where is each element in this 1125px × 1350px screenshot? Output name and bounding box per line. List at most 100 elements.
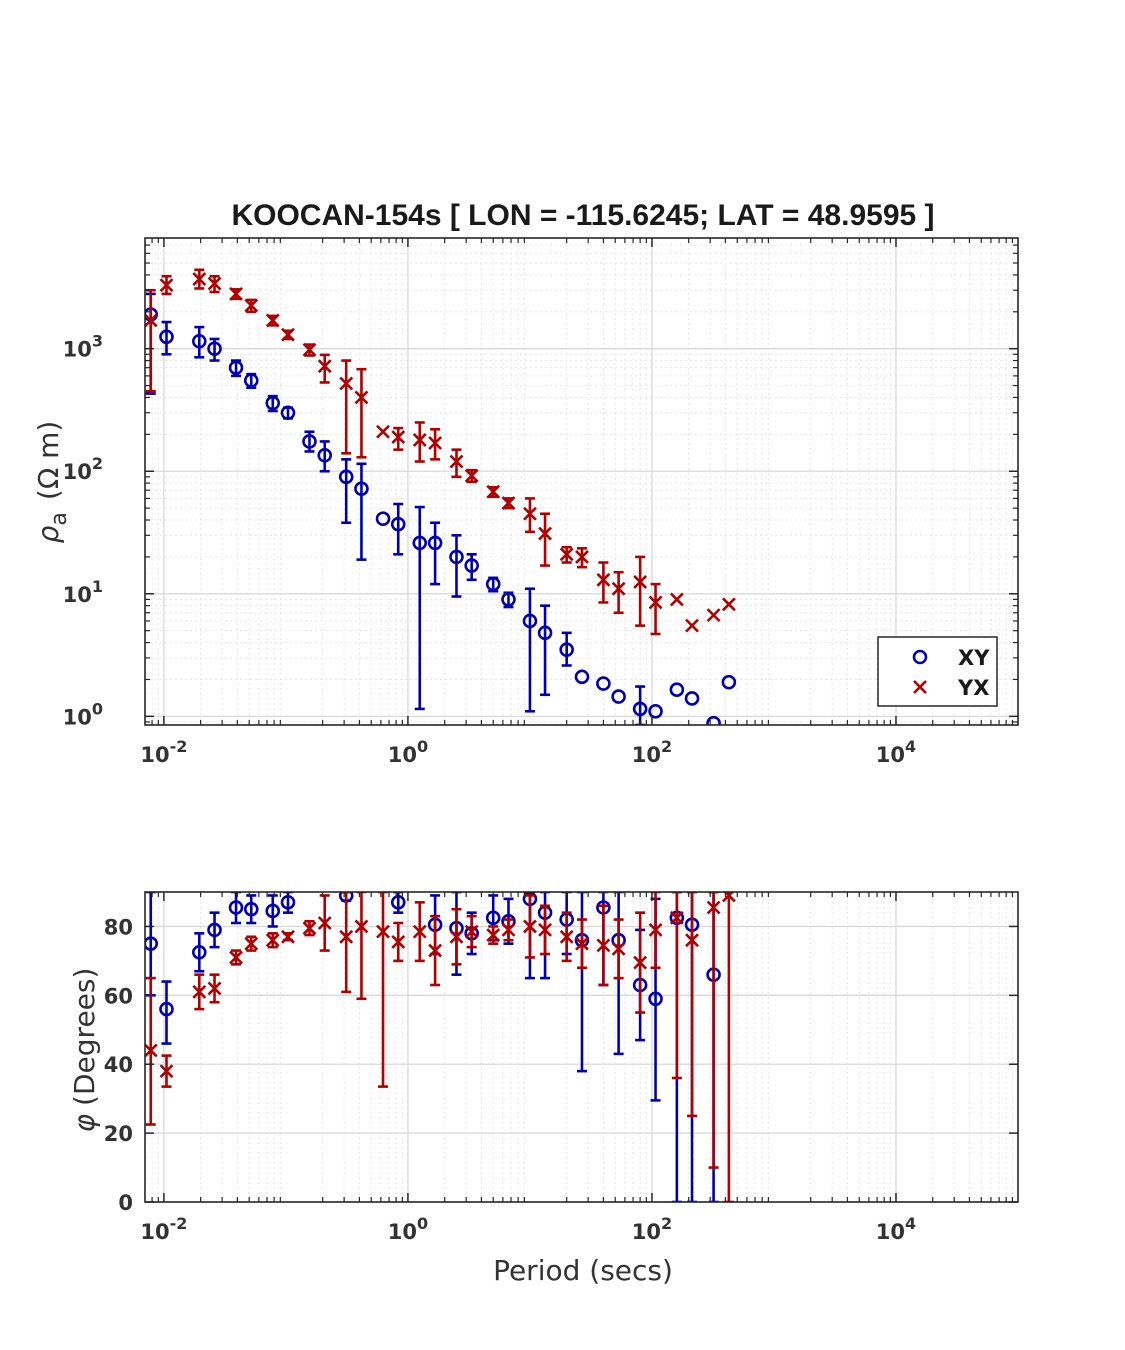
data-point-yx <box>244 298 259 313</box>
data-point-yx <box>391 935 406 949</box>
data-point-xy <box>375 511 391 526</box>
y-tick-label: 101 <box>63 577 103 607</box>
phase-y-tick-labels: 0 20 40 60 80 <box>104 915 133 1215</box>
data-point-xy <box>669 682 685 697</box>
data-point-yx <box>145 313 158 328</box>
resistivity-axes-box <box>144 237 1019 726</box>
data-point-yx <box>317 916 332 930</box>
data-point-yx <box>611 581 626 596</box>
data-point-yx <box>523 506 537 521</box>
data-point-xy <box>145 936 159 951</box>
data-point-yx <box>596 572 611 587</box>
data-point-xy <box>449 549 464 565</box>
data-point-yx <box>192 272 207 286</box>
resistivity-panel: 10-2 100 102 104 100 101 102 103 ρa (Ω m) XY YX <box>32 237 1019 767</box>
data-point-yx <box>412 924 427 939</box>
data-point-yx <box>159 278 174 293</box>
data-point-xy <box>317 447 333 463</box>
data-point-yx <box>281 327 295 342</box>
data-point-xy <box>412 535 428 551</box>
data-point-xy <box>721 674 737 690</box>
series-xy <box>145 292 737 725</box>
phase-data <box>145 892 736 1202</box>
data-point-xy <box>706 715 721 725</box>
data-point-yx <box>192 984 207 999</box>
data-point-yx <box>706 900 721 915</box>
data-point-yx <box>376 924 390 939</box>
data-point-yx <box>706 608 721 623</box>
data-point-xy <box>648 703 663 719</box>
phase-tick-marks <box>145 892 1018 1203</box>
data-point-yx <box>611 941 626 956</box>
y-tick-label: 60 <box>104 984 133 1008</box>
data-point-yx <box>685 618 699 633</box>
data-point-yx <box>428 436 443 450</box>
data-point-yx <box>669 592 684 607</box>
data-point-yx <box>721 597 736 612</box>
x-tick-label: 102 <box>632 737 672 767</box>
data-point-yx <box>412 433 427 447</box>
data-point-yx <box>559 547 574 562</box>
resistivity-data <box>145 268 737 725</box>
resistivity-tick-marks <box>145 238 1018 725</box>
data-point-yx <box>633 574 648 589</box>
x-axis-label: Period (secs) <box>493 1254 673 1287</box>
data-point-yx <box>648 595 663 610</box>
data-point-xy <box>280 405 296 421</box>
data-point-xy <box>265 903 281 919</box>
legend-label-yx: YX <box>957 676 989 700</box>
data-point-yx <box>464 468 479 483</box>
y-tick-label: 40 <box>104 1053 133 1077</box>
data-point-yx <box>354 390 369 405</box>
data-point-yx <box>145 1043 158 1058</box>
data-point-yx <box>523 919 537 934</box>
data-point-xy <box>390 516 406 532</box>
data-point-yx <box>648 922 663 937</box>
data-point-xy <box>522 613 538 629</box>
data-point-xy <box>485 576 501 592</box>
rho-unit: (Ω m) <box>32 421 65 500</box>
data-point-xy <box>243 901 259 917</box>
data-point-xy <box>574 669 590 685</box>
data-point-xy <box>280 895 296 910</box>
data-point-yx <box>229 950 243 965</box>
data-point-yx <box>244 936 259 951</box>
data-point-yx <box>207 276 222 291</box>
data-point-xy <box>302 434 317 449</box>
phase-panel: 10-2 100 102 104 0 20 40 60 80 φ (Degrees) Perio… <box>68 891 1019 1287</box>
data-point-yx <box>391 430 406 444</box>
data-point-yx <box>265 313 280 328</box>
data-point-xy <box>228 900 244 915</box>
data-point-yx <box>464 924 479 939</box>
data-point-xy <box>207 922 222 938</box>
data-point-yx <box>669 910 684 925</box>
data-point-yx <box>633 955 648 970</box>
data-point-yx <box>559 929 574 944</box>
data-point-xy <box>596 676 611 691</box>
y-tick-label: 20 <box>104 1122 133 1146</box>
x-tick-label: 104 <box>876 737 916 767</box>
chart-title: KOOCAN-154s [ LON = -115.6245; LAT = 48.… <box>231 199 934 232</box>
legend-marker-yx <box>913 680 927 694</box>
data-point-yx <box>575 936 589 951</box>
phase-y-axis-label: φ (Degrees) <box>68 968 101 1133</box>
data-point-yx <box>376 424 390 439</box>
legend-marker-xy <box>912 649 928 665</box>
data-point-yx <box>501 496 516 510</box>
data-point-xy <box>207 341 222 356</box>
legend: XY YX <box>877 636 998 707</box>
x-tick-label: 104 <box>876 1214 916 1244</box>
data-point-yx <box>538 526 552 541</box>
data-point-xy <box>390 895 406 910</box>
data-point-xy <box>265 395 281 411</box>
data-point-xy <box>684 691 700 706</box>
phase-axes-box <box>144 891 1019 1203</box>
data-point-xy <box>427 535 443 551</box>
y-tick-label: 100 <box>63 699 103 729</box>
rho-symbol: ρ <box>32 525 65 543</box>
data-point-xy <box>191 333 207 349</box>
x-tick-label: 100 <box>388 1214 428 1244</box>
data-point-xy <box>159 1001 174 1017</box>
resistivity-y-tick-labels: 100 101 102 103 <box>63 332 103 730</box>
